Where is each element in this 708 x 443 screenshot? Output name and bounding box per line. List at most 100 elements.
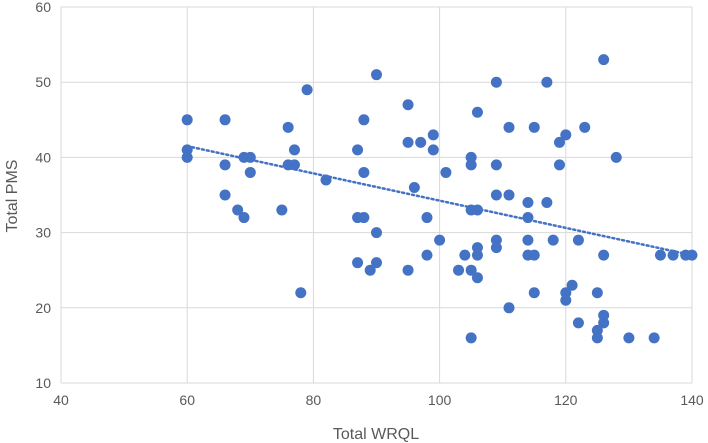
data-point	[654, 249, 666, 261]
x-tick-label: 40	[53, 392, 69, 408]
data-point	[301, 84, 313, 96]
data-point	[232, 204, 244, 216]
data-point	[371, 69, 382, 81]
data-point	[459, 249, 471, 261]
data-point	[371, 227, 382, 239]
data-point	[490, 234, 502, 246]
data-point	[541, 197, 553, 209]
data-point	[503, 189, 515, 201]
data-point	[352, 257, 364, 269]
data-point	[572, 317, 584, 329]
data-point	[610, 151, 622, 163]
y-axis-title: Total PMS	[4, 160, 21, 233]
data-point	[490, 76, 502, 88]
data-point	[276, 204, 288, 216]
data-point	[352, 144, 364, 156]
data-point	[522, 212, 534, 224]
trendline	[185, 144, 694, 257]
data-point	[238, 212, 250, 224]
data-point	[320, 174, 332, 186]
data-point	[686, 249, 698, 261]
data-point	[648, 332, 660, 344]
data-point	[528, 249, 540, 261]
data-point	[598, 309, 610, 321]
data-points	[181, 54, 698, 344]
data-point	[553, 159, 565, 171]
data-point	[244, 166, 256, 178]
data-point	[219, 114, 231, 126]
data-point	[541, 76, 553, 88]
data-point	[244, 151, 256, 163]
y-tick-label: 60	[35, 0, 51, 15]
data-point	[465, 332, 477, 344]
data-point	[471, 249, 483, 261]
data-point	[282, 121, 294, 133]
data-point	[591, 324, 603, 336]
data-point	[560, 287, 572, 299]
data-point	[591, 332, 603, 344]
data-point	[667, 249, 679, 261]
data-point	[566, 279, 578, 291]
data-point	[421, 249, 433, 261]
trendline-layer	[185, 144, 694, 257]
data-point	[465, 159, 477, 171]
data-point	[547, 234, 559, 246]
x-axis-title: Total WRQL	[333, 426, 419, 443]
y-tick-label: 20	[35, 300, 51, 316]
data-point	[598, 54, 610, 66]
data-point	[471, 204, 483, 216]
data-point	[490, 159, 502, 171]
data-point	[364, 264, 376, 276]
data-point	[503, 121, 515, 133]
data-point	[553, 136, 565, 148]
data-point	[465, 151, 477, 163]
data-point	[288, 159, 300, 171]
y-tick-label: 10	[35, 375, 51, 391]
data-point	[490, 189, 502, 201]
data-point	[528, 121, 540, 133]
data-point	[528, 287, 540, 299]
data-point	[421, 212, 433, 224]
data-point	[219, 159, 231, 171]
data-point	[623, 332, 635, 344]
data-point	[598, 317, 610, 329]
data-point	[572, 234, 584, 246]
data-point	[427, 144, 439, 156]
x-tick-label: 120	[554, 392, 578, 408]
y-tick-label: 40	[35, 149, 51, 165]
data-point	[181, 114, 193, 126]
data-point	[181, 144, 193, 156]
data-point	[465, 264, 477, 276]
data-point	[358, 114, 370, 126]
data-point	[295, 287, 307, 299]
data-point	[415, 136, 427, 148]
data-point	[560, 129, 572, 141]
data-point	[358, 166, 370, 178]
data-point	[471, 106, 483, 118]
data-point	[402, 264, 414, 276]
data-point	[490, 242, 502, 254]
data-point	[181, 151, 193, 163]
data-point	[358, 212, 370, 224]
data-point	[408, 181, 420, 193]
data-point	[598, 249, 610, 261]
data-point	[434, 234, 446, 246]
y-tick-label: 30	[35, 225, 51, 241]
data-point	[579, 121, 591, 133]
data-point	[471, 272, 483, 284]
data-point	[560, 294, 572, 306]
data-point	[471, 242, 483, 254]
data-point	[522, 234, 534, 246]
data-point	[503, 302, 515, 314]
tick-labels: 40 60 80 100 120 140 10 20 30 40 50 60	[35, 0, 703, 408]
data-point	[371, 257, 382, 269]
data-point	[427, 129, 439, 141]
x-tick-label: 140	[680, 392, 704, 408]
data-point	[453, 264, 465, 276]
data-point	[219, 189, 231, 201]
data-point	[522, 197, 534, 209]
x-tick-label: 80	[306, 392, 322, 408]
data-point	[402, 99, 414, 111]
